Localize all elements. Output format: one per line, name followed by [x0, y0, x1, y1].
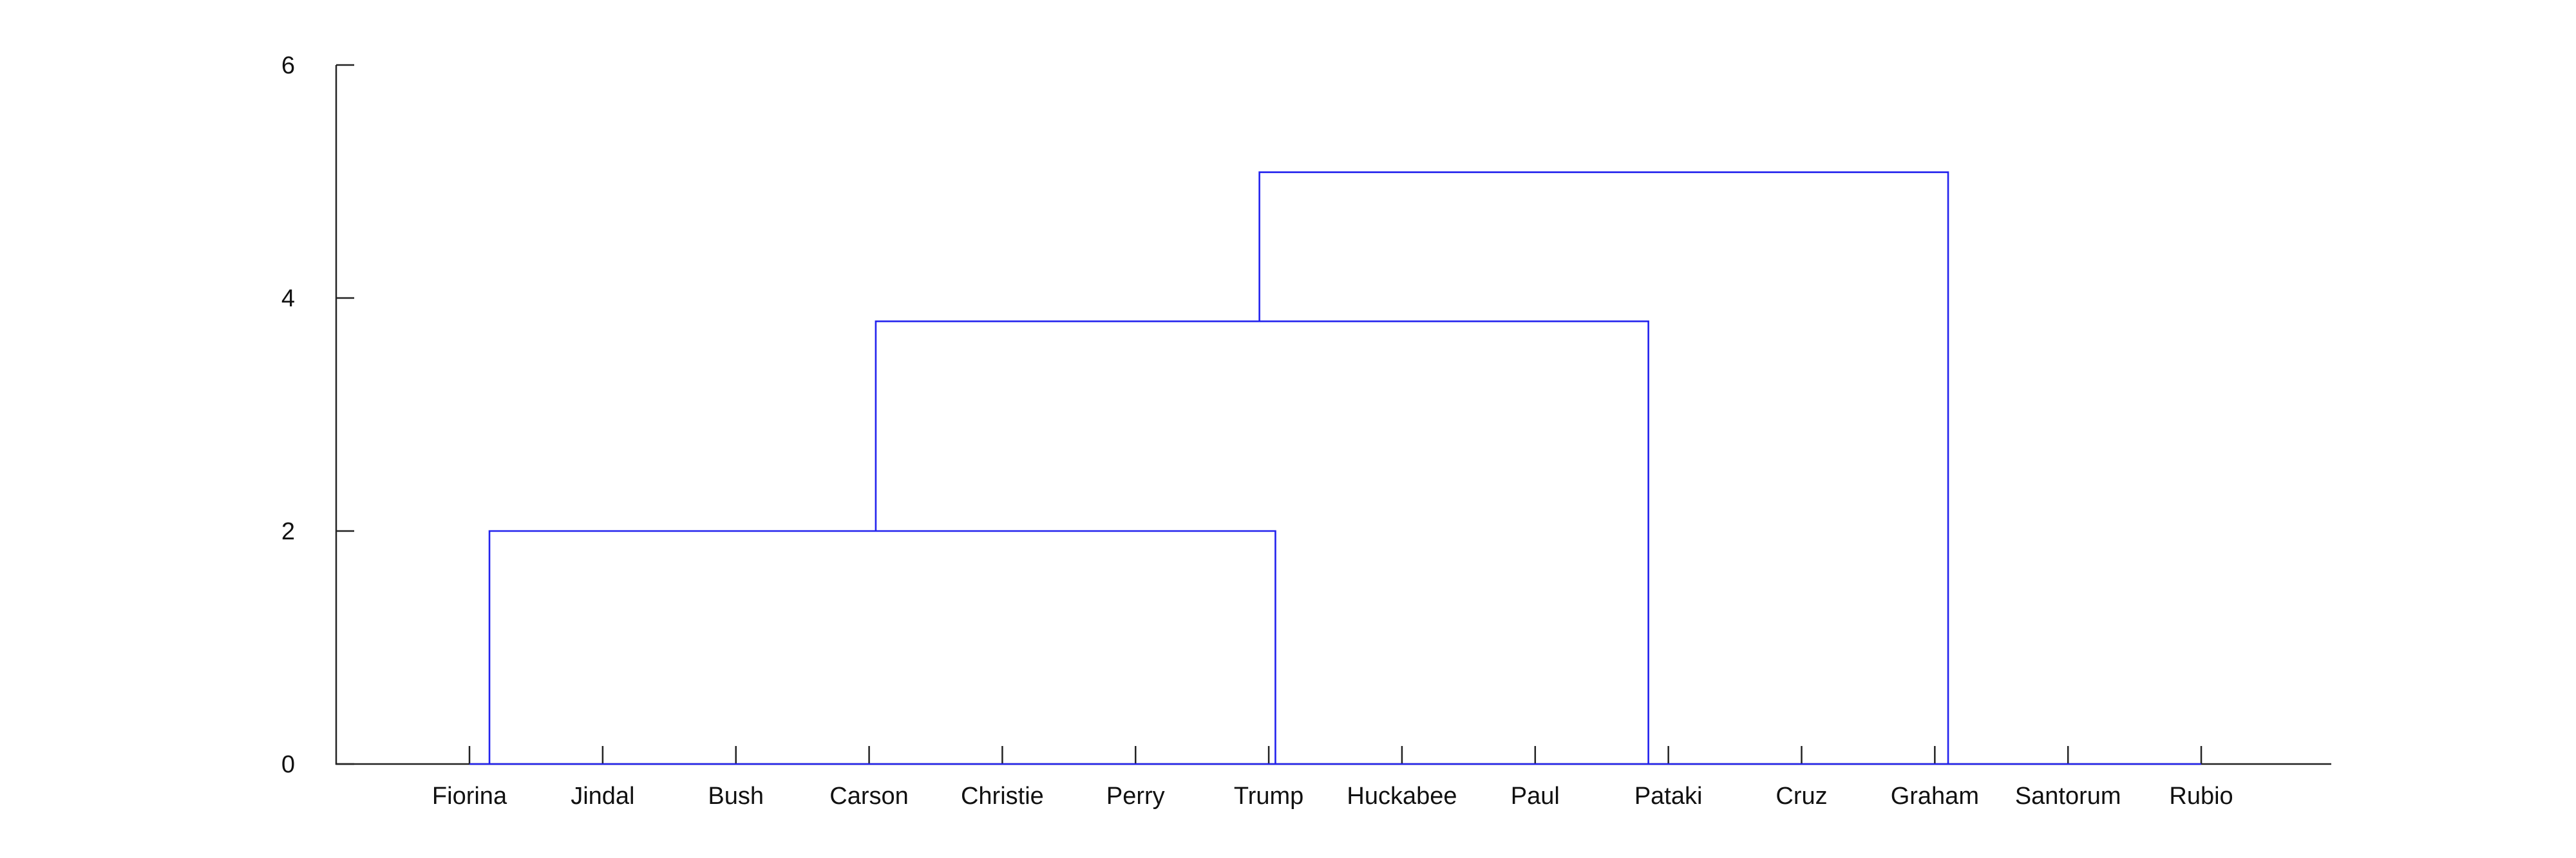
y-tick-label: 0 [281, 751, 295, 778]
y-tick-label: 4 [281, 285, 295, 312]
x-axis: Fiorina Jindal Bush Carson Christie Perry Trum… [432, 746, 2233, 810]
leaf-label-perry: Perry [1106, 783, 1165, 810]
leaf-label-pataki: Pataki [1634, 783, 1703, 810]
leaf-label-paul: Paul [1511, 783, 1560, 810]
y-axis: 0 2 4 6 [281, 52, 2331, 778]
dendrogram-link-3 [1258, 171, 1949, 764]
leaf-label-fiorina: Fiorina [432, 783, 507, 810]
leaf-label-bush: Bush [708, 783, 764, 810]
leaf-label-trump: Trump [1234, 783, 1303, 810]
dendrogram-link-1 [488, 530, 1276, 764]
leaf-label-huckabee: Huckabee [1347, 783, 1457, 810]
dendrogram-link-2 [875, 320, 1649, 764]
y-tick-label: 6 [281, 52, 295, 79]
leaf-label-rubio: Rubio [2169, 783, 2233, 810]
y-tick-label: 2 [281, 518, 295, 545]
leaf-label-jindal: Jindal [571, 783, 634, 810]
leaf-label-cruz: Cruz [1776, 783, 1827, 810]
leaf-label-graham: Graham [1891, 783, 1979, 810]
axis-frame [335, 65, 2331, 765]
leaf-label-santorum: Santorum [2015, 783, 2121, 810]
leaf-label-carson: Carson [829, 783, 909, 810]
dendrogram-links [469, 171, 2202, 765]
leaf-label-christie: Christie [961, 783, 1044, 810]
